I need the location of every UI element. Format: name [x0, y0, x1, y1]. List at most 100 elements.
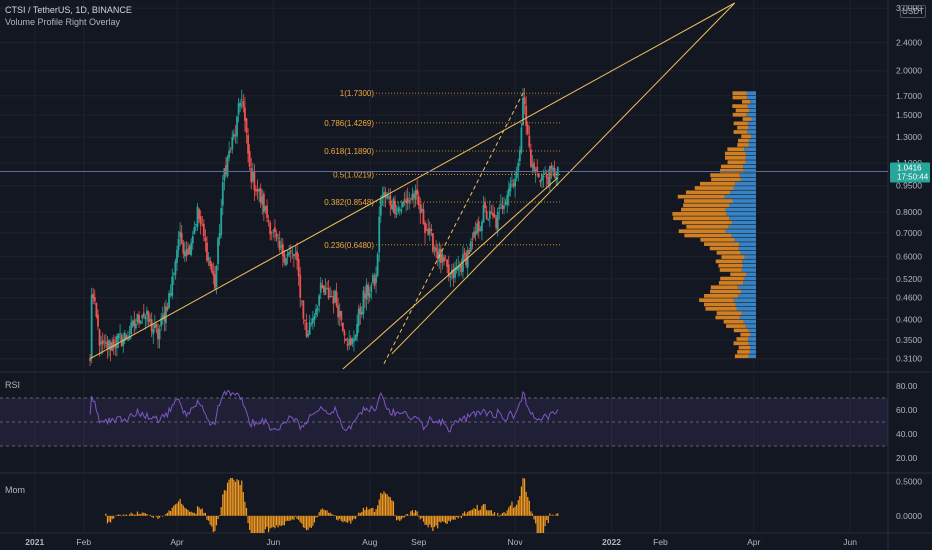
volume-profile-buy-bar [737, 285, 756, 290]
candle-body [447, 264, 450, 277]
volume-profile-sell-bar [740, 332, 751, 337]
candle-body [315, 309, 317, 316]
candle-body [267, 220, 270, 222]
candle-body [443, 256, 445, 262]
candle-body [171, 276, 174, 297]
last-price-tag [890, 162, 930, 183]
price-tick-label: 0.3100 [896, 354, 922, 364]
time-tick-label: Feb [653, 537, 668, 547]
candle-body [471, 239, 474, 241]
candle-body [247, 135, 249, 154]
candle-body [292, 254, 295, 257]
candle-body [92, 293, 95, 299]
candle-body [357, 309, 360, 326]
candle-body [195, 224, 197, 225]
candle-body [236, 116, 238, 137]
candle-body [536, 166, 539, 171]
fib-level-label: 0.236(0.6480) [324, 241, 374, 250]
candle-body [547, 177, 550, 185]
volume-profile-buy-bar [748, 328, 756, 333]
candle-body [165, 306, 167, 324]
candle-body [395, 213, 398, 215]
candle-body [384, 191, 387, 198]
candle-body [496, 211, 499, 230]
rsi-tick-label: 20.00 [896, 453, 918, 463]
candle-body [343, 331, 346, 336]
volume-profile-buy-bar [745, 160, 756, 165]
volume-profile-sell-bar [704, 302, 736, 307]
candle-body [191, 236, 194, 244]
candle-body [185, 249, 188, 257]
candle-body [117, 333, 120, 339]
candle-body [541, 174, 543, 181]
candle-body [228, 150, 231, 158]
volume-profile-sell-bar [733, 328, 749, 333]
candle-body [413, 193, 415, 198]
candles [89, 87, 559, 367]
volume-profile-sell-bar [732, 91, 747, 96]
candle-body [359, 307, 362, 315]
candle-body [337, 305, 340, 318]
volume-profile-sell-bar [725, 156, 746, 160]
time-tick-label: Jun [266, 537, 280, 547]
candle-body [422, 209, 425, 225]
candle-body [449, 275, 452, 278]
volume-profile-buy-bar [748, 143, 756, 147]
volume-profile-buy-bar [738, 294, 756, 298]
candle-body [398, 209, 401, 210]
candle-body [114, 344, 117, 348]
candle-body [272, 230, 275, 231]
candle-body [487, 219, 490, 221]
volume-profile-sell-bar [737, 350, 750, 354]
volume-profile-buy-bar [748, 138, 756, 143]
candle-body [441, 254, 444, 263]
candle-body [141, 315, 144, 319]
candle-body [469, 241, 472, 252]
candle-body [474, 231, 477, 235]
candle-body [485, 211, 488, 220]
candle-body [204, 237, 207, 242]
candle-body [539, 180, 542, 183]
candle-body [477, 221, 480, 232]
candle-body [128, 335, 131, 340]
candle-body [332, 296, 335, 304]
volume-profile-buy-bar [746, 112, 756, 117]
overlay-label[interactable]: Volume Profile Right Overlay [5, 17, 121, 27]
candle-body [484, 202, 486, 209]
axes: 3.00002.40002.00001.70001.50001.30001.10… [0, 3, 930, 547]
candle-body [457, 265, 460, 271]
candle-body [402, 201, 404, 208]
candle-body [280, 245, 283, 248]
candle-body [397, 207, 400, 213]
candle-body [329, 295, 332, 298]
volume-profile-buy-bar [748, 125, 756, 130]
candle-body [419, 204, 422, 214]
candle-body [498, 207, 501, 209]
volume-profile-buy-bar [733, 298, 756, 303]
candle-body [375, 274, 377, 284]
candle-body [262, 193, 265, 213]
candle-body [526, 124, 529, 135]
candle-body [206, 242, 208, 261]
candle-body [109, 342, 112, 351]
volume-profile-sell-bar [720, 276, 744, 281]
candle-body [488, 210, 491, 219]
price-tick-label: 0.4600 [896, 293, 922, 303]
volume-profile-buy-bar [729, 203, 756, 208]
candle-body [133, 319, 136, 327]
volume-profile-buy-bar [743, 281, 756, 285]
symbol-title[interactable]: CTSI / TetherUS, 1D, BINANCE [5, 5, 132, 15]
volume-profile-buy-bar [746, 95, 756, 100]
candle-body [127, 339, 129, 341]
trendline-dashed [383, 92, 524, 364]
candle-body [432, 233, 434, 252]
candle-body [253, 171, 256, 191]
candle-body [490, 212, 493, 214]
price-tick-label: 0.5200 [896, 274, 922, 284]
volume-profile-sell-bar [711, 177, 741, 182]
candle-body [403, 199, 406, 202]
currency-badge[interactable]: USDT [900, 5, 926, 18]
candle-body [215, 265, 218, 287]
volume-profile-buy-bar [734, 237, 756, 242]
